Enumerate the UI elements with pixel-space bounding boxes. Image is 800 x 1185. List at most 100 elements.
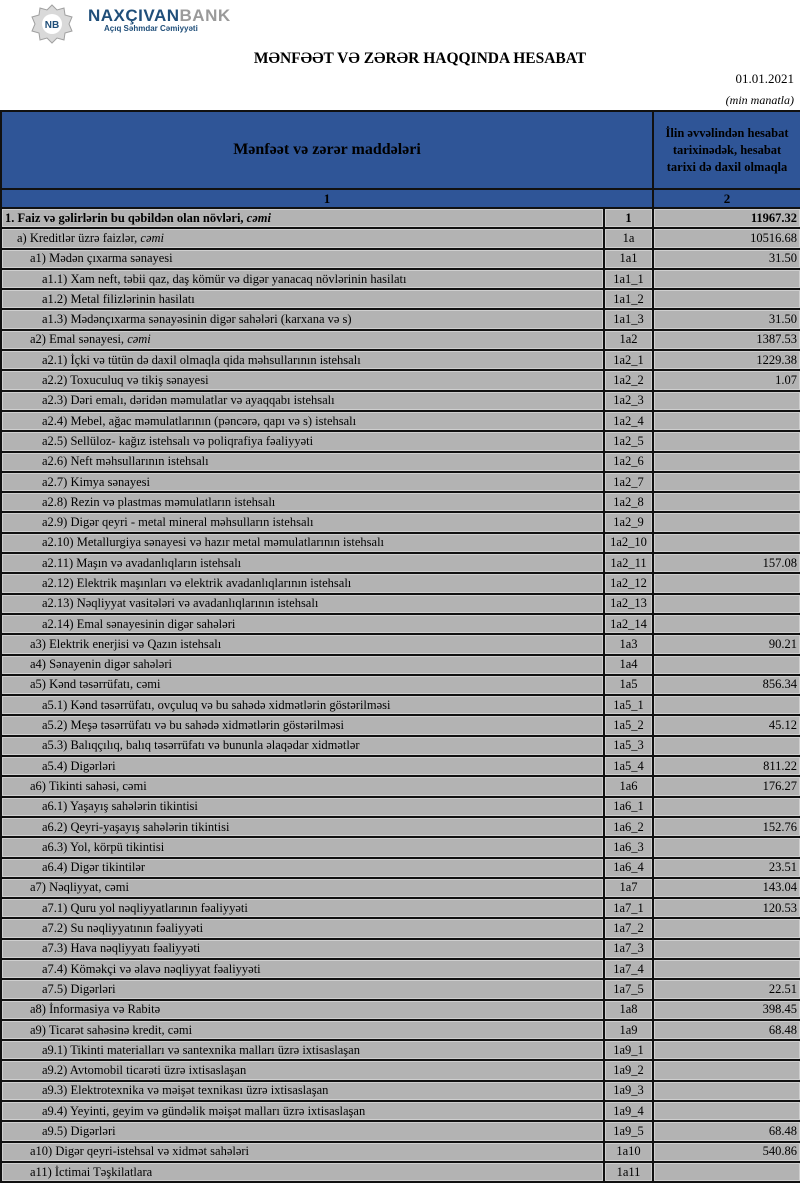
row-label-text: a2.3) Dəri emalı, dəridən məmulatlar və … [42, 393, 335, 408]
row-value [652, 734, 800, 758]
row-value: 540.86 [652, 1140, 800, 1163]
row-code: 1a6_1 [602, 795, 655, 818]
row-code: 1a2_12 [602, 572, 655, 595]
table-row: a5.3) Balıqçılıq, balıq təsərrüfatı və b… [0, 734, 800, 758]
row-value: 45.12 [652, 714, 800, 737]
table-row: a7.3) Hava nəqliyyatı fəaliyyəti 1a7_3 [0, 937, 800, 960]
row-label-text: a1.1) Xam neft, təbii qaz, daş kömür və … [42, 271, 407, 286]
row-code: 1a1_3 [602, 308, 655, 331]
column-header-period: İlin əvvəlindən hesabat tarixinədək, hes… [652, 110, 800, 190]
bank-name: NAXÇIVANBANK [88, 6, 231, 26]
table-row: 1. Faiz və gəlirlərin bu qəbildən olan n… [0, 206, 800, 230]
table-row: a1.3) Mədənçıxarma sənayəsinin digər sah… [0, 308, 800, 331]
bank-logo: NB [31, 4, 73, 44]
table-row: a9.5) Digərləri 1a9_5 68.48 [0, 1120, 800, 1143]
row-label: a1) Mədən çıxarma sənayesi [0, 247, 605, 270]
row-code: 1a7_2 [602, 917, 655, 940]
table-row: a5.2) Meşə təsərrüfatı və bu sahədə xidm… [0, 714, 800, 737]
row-value: 1387.53 [652, 328, 800, 352]
bank-name-part1: NAXÇIVAN [88, 6, 180, 25]
row-value [652, 917, 800, 940]
table-row: a2.2) Toxuculuq və tikiş sənayesi 1a2_2 1.… [0, 369, 800, 392]
row-code: 1a2_6 [602, 450, 655, 473]
row-value: 31.50 [652, 247, 800, 270]
row-label: a2.12) Elektrik maşınları və elektrik av… [0, 572, 605, 595]
row-label: a9.4) Yeyinti, geyim və gündəlik məişət … [0, 1100, 605, 1123]
row-code: 1a2_5 [602, 430, 655, 453]
table-row: a3) Elektrik enerjisi və Qazın istehsalı… [0, 633, 800, 656]
table-row: a) Kreditlər üzrə faizlər, cəmi 1a 10516.6… [0, 227, 800, 250]
row-label-text: a7.3) Hava nəqliyyatı fəaliyyəti [42, 941, 201, 956]
row-label-italic: cəmi [140, 230, 164, 245]
row-code: 1a7_3 [602, 937, 655, 960]
row-label-text: a9.2) Avtomobil ticarəti üzrə ixtisaslaş… [42, 1063, 247, 1078]
table-row: a11) İctimai Təşkilatlara 1a11 [0, 1160, 800, 1184]
row-value: 68.48 [652, 1120, 800, 1143]
row-value: 856.34 [652, 673, 800, 697]
row-code: 1a9_3 [602, 1079, 655, 1103]
row-label-text: a9.3) Elektrotexnika və məişət texnikası… [42, 1083, 329, 1098]
table-row: a8) İnformasiya və Rabitə 1a8 398.45 [0, 998, 800, 1021]
row-label: a7.4) Köməkçi və əlavə nəqliyyat fəaliyy… [0, 957, 605, 981]
row-value [652, 1100, 800, 1123]
row-label: a2.7) Kimya sənayesi [0, 470, 605, 494]
row-value [652, 450, 800, 473]
row-code: 1a1_2 [602, 288, 655, 311]
row-label: a5) Kənd təsərrüfatı, cəmi [0, 673, 605, 697]
row-label-text: a2.11) Maşın və avadanlıqların istehsalı [42, 555, 242, 570]
row-label-text: a6.3) Yol, körpü tikintisi [42, 839, 165, 854]
row-code: 1a2_9 [602, 511, 655, 534]
row-code: 1a5_4 [602, 755, 655, 778]
row-label: a9.5) Digərləri [0, 1120, 605, 1143]
row-label: a9) Ticarət sahəsinə kredit, cəmi [0, 1018, 605, 1042]
row-label: a6.4) Digər tikintilər [0, 856, 605, 879]
row-value [652, 288, 800, 311]
table-row: a2.14) Emal sənayesinin digər sahələri 1a… [0, 612, 800, 636]
table-row: a2) Emal sənayesi, cəmi 1a2 1387.53 [0, 328, 800, 352]
row-label-italic: cəmi [127, 332, 151, 347]
row-code: 1a2_13 [602, 592, 655, 615]
row-value [652, 694, 800, 717]
row-label: a2) Emal sənayesi, cəmi [0, 328, 605, 352]
row-label-text: a2.1) İçki və tütün də daxil olmaqla qid… [42, 352, 361, 367]
row-label-text: a2.14) Emal sənayesinin digər sahələri [42, 616, 236, 631]
row-label-text: a3) Elektrik enerjisi və Qazın istehsalı [30, 636, 222, 651]
table-row: a6.3) Yol, körpü tikintisi 1a6_3 [0, 836, 800, 859]
row-label-text: a4) Sənayenin digər sahələri [30, 657, 172, 672]
row-code: 1a2_7 [602, 470, 655, 494]
row-label: 1. Faiz və gəlirlərin bu qəbildən olan n… [0, 206, 605, 230]
row-code: 1a5_2 [602, 714, 655, 737]
row-label-text: a1.3) Mədənçıxarma sənayəsinin digər sah… [42, 312, 352, 327]
row-label: a7.5) Digərləri [0, 978, 605, 1001]
row-label: a6.2) Qeyri-yaşayış sahələrin tikintisi [0, 815, 605, 839]
row-code: 1a6 [602, 775, 655, 798]
table-row: a6.1) Yaşayış sahələrin tikintisi 1a6_1 [0, 795, 800, 818]
row-value [652, 937, 800, 960]
row-label-text: a11) İctimai Təşkilatlara [30, 1164, 153, 1179]
row-label-text: a5.2) Meşə təsərrüfatı və bu sahədə xidm… [42, 718, 344, 733]
row-value [652, 1039, 800, 1062]
row-label-text: a6) Tikinti sahəsi, cəmi [30, 778, 147, 793]
row-label: a) Kreditlər üzrə faizlər, cəmi [0, 227, 605, 250]
row-label-italic: cəmi [246, 210, 271, 225]
row-code: 1a7 [602, 876, 655, 900]
row-label-text: a7.5) Digərləri [42, 981, 116, 996]
row-value [652, 957, 800, 981]
row-label-text: a7.1) Quru yol nəqliyyatlarının fəaliyyə… [42, 900, 248, 915]
row-code: 1a6_4 [602, 856, 655, 879]
row-value: 398.45 [652, 998, 800, 1021]
table-row: a1) Mədən çıxarma sənayesi 1a1 31.50 [0, 247, 800, 270]
row-code: 1a2_3 [602, 389, 655, 412]
table-row: a2.5) Sellüloz- kağız istehsalı və poliq… [0, 430, 800, 453]
row-label-text: a2.6) Neft məhsullarının istehsalı [42, 454, 209, 469]
row-label-text: a9.4) Yeyinti, geyim və gündəlik məişət … [42, 1103, 366, 1118]
row-label: a2.3) Dəri emalı, dəridən məmulatlar və … [0, 389, 605, 412]
column-number-2: 2 [652, 188, 800, 209]
table-row: a5) Kənd təsərrüfatı, cəmi 1a5 856.34 [0, 673, 800, 697]
row-label-text: a9.5) Digərləri [42, 1124, 116, 1138]
table-row: a9.4) Yeyinti, geyim və gündəlik məişət … [0, 1100, 800, 1123]
row-value [652, 511, 800, 534]
row-label-text: a6.4) Digər tikintilər [42, 860, 146, 875]
row-value [652, 653, 800, 676]
column-number-1: 1 [0, 188, 655, 209]
